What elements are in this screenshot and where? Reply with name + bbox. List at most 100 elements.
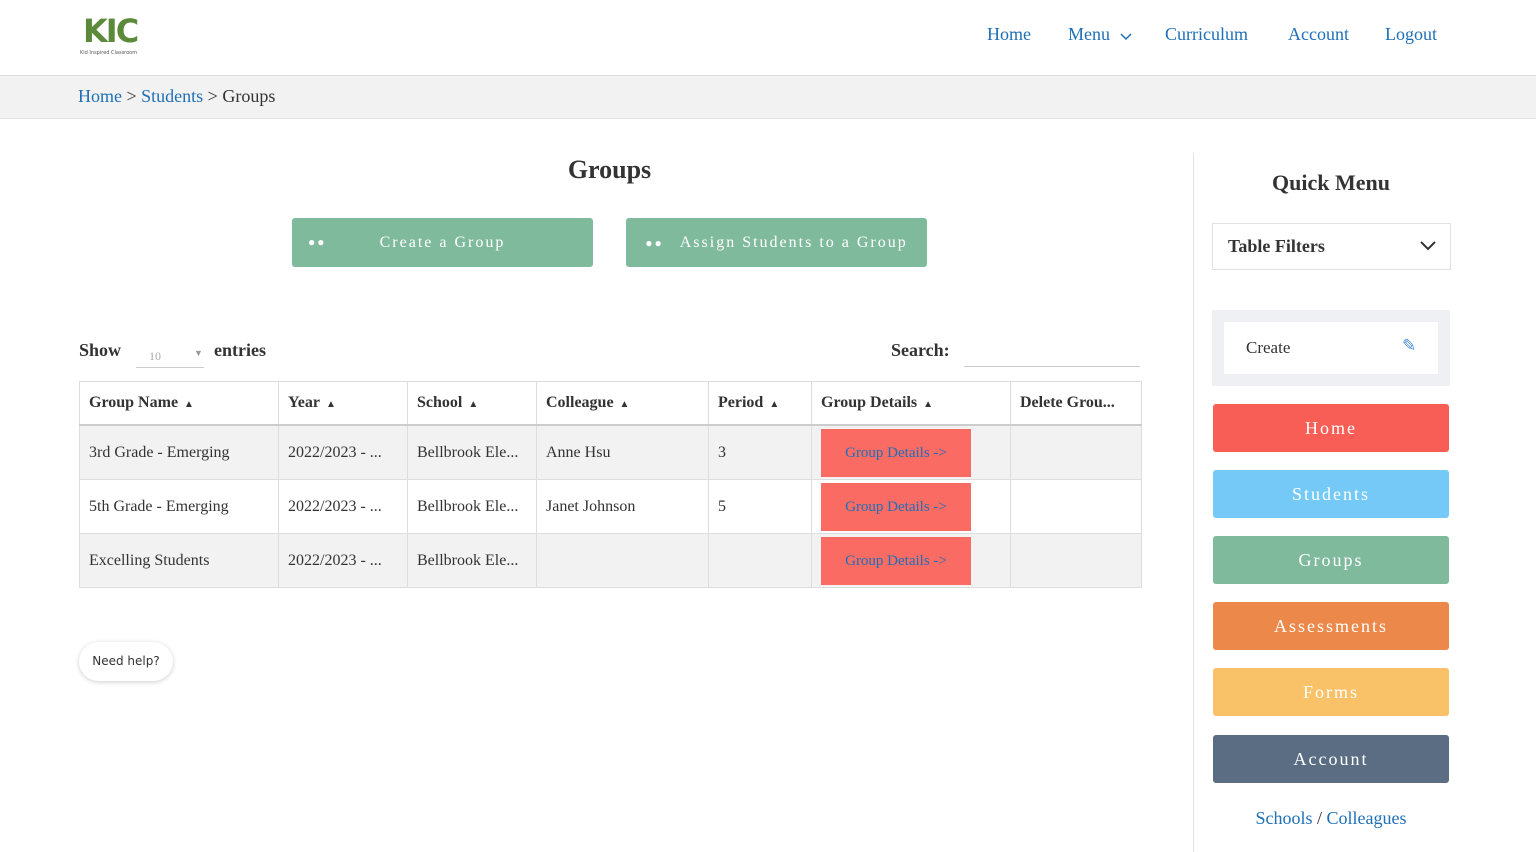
side-menu-button[interactable]: Home — [1213, 404, 1449, 452]
table-cell — [1010, 533, 1142, 588]
side-menu-button[interactable]: Students — [1213, 470, 1449, 518]
create-group-button[interactable]: ●● Create a Group — [292, 218, 593, 267]
nav-link[interactable]: Curriculum — [1165, 24, 1248, 44]
table-cell: Janet Johnson — [536, 479, 709, 534]
filters-toggle[interactable]: Table Filters — [1212, 223, 1451, 270]
filters-label: Table Filters — [1228, 236, 1325, 256]
cell-text: Janet Johnson — [546, 497, 636, 515]
breadcrumb-link[interactable]: Home — [78, 86, 122, 106]
create-label: Create — [1246, 338, 1291, 357]
breadcrumb-separator: > — [126, 86, 137, 106]
column-header[interactable]: School ▲ — [407, 381, 537, 426]
table-cell: 5 — [708, 479, 812, 534]
side-menu-button[interactable]: Account — [1213, 735, 1449, 783]
header-label: School — [417, 394, 463, 411]
side-menu-button[interactable]: Forms — [1213, 668, 1449, 716]
chevron — [1420, 241, 1436, 251]
breadcrumb-trail: Home > Students > Groups — [78, 86, 275, 107]
sidebar-divider — [1193, 153, 1194, 852]
sidebar-links: Schools / Colleagues — [1213, 808, 1449, 829]
table-cell: Group Details -> — [811, 533, 1011, 588]
side-menu-button[interactable]: Assessments — [1213, 602, 1449, 650]
logo-tagline: Kid Inspired Classroom — [80, 50, 138, 56]
cell-text: Excelling Students — [89, 551, 210, 569]
create-button[interactable]: Create ✎ — [1224, 322, 1438, 374]
pencil-icon: ✎ — [1402, 336, 1417, 355]
column-header[interactable]: Group Name ▲ — [79, 381, 279, 426]
column-header[interactable]: Delete Grou... — [1010, 381, 1142, 426]
table-cell — [1010, 479, 1142, 534]
cell-text: Bellbrook Ele... — [417, 551, 519, 569]
column-header[interactable]: Period ▲ — [708, 381, 812, 426]
caret: ▼ — [194, 348, 203, 358]
group-details-button[interactable]: Group Details -> — [821, 428, 971, 477]
table-cell — [1010, 424, 1142, 480]
length-label: Show — [79, 340, 122, 360]
header-label: Year — [288, 394, 320, 411]
column-header[interactable]: Year ▲ — [278, 381, 408, 426]
table-cell — [536, 533, 709, 588]
breadcrumb-current: Groups — [222, 86, 276, 106]
table-cell: Anne Hsu — [536, 424, 709, 480]
side-menu-button[interactable]: Groups — [1213, 536, 1449, 584]
logo-text: KIC — [83, 12, 139, 50]
breadcrumb-link[interactable]: Students — [141, 86, 204, 106]
nav-link[interactable]: Menu — [1068, 24, 1110, 44]
length-label: entries — [214, 340, 266, 360]
header-row: Group Name ▲ Year ▲ School ▲ Colleague ▲ Period ▲… — [79, 381, 1142, 426]
sort-icon: ▲ — [923, 399, 934, 410]
table-cell: Group Details -> — [811, 424, 1011, 480]
create-panel: Create ✎ — [1212, 310, 1450, 386]
table-row: 5th Grade - Emerging 2022/2023 - ... Bellb… — [79, 479, 1142, 534]
cell-text: 2022/2023 - ... — [288, 497, 382, 515]
sidebar-title: Quick Menu — [1272, 170, 1390, 195]
header-label: Colleague — [546, 394, 614, 411]
table-cell — [708, 533, 812, 588]
header-label: Group Details — [821, 394, 918, 411]
table-cell: Bellbrook Ele... — [407, 533, 537, 588]
column-header[interactable]: Colleague ▲ — [536, 381, 709, 426]
column-header[interactable]: Group Details ▲ — [811, 381, 1011, 426]
assign-students-button[interactable]: ●● Assign Students to a Group — [626, 218, 927, 267]
cell-text: 5 — [718, 497, 726, 515]
cell-text: 5th Grade - Emerging — [89, 497, 229, 515]
header: KIC Kid Inspired Classroom Home Menu Cur… — [0, 0, 1536, 76]
length-select[interactable]: 10 ▼ — [136, 345, 204, 368]
sidebar-link[interactable]: Colleagues — [1326, 808, 1407, 828]
length-value: 10 — [149, 349, 161, 363]
group-details-button[interactable]: Group Details -> — [821, 536, 971, 585]
table-body: 3rd Grade - Emerging 2022/2023 - ... Bellb… — [79, 424, 1142, 588]
header-label: Period — [718, 394, 764, 411]
breadcrumb-separator: > — [207, 86, 218, 106]
table-cell: Bellbrook Ele... — [407, 424, 537, 480]
chevron — [1120, 33, 1132, 41]
group-details-button[interactable]: Group Details -> — [821, 482, 971, 531]
icon: ●● — [645, 236, 664, 250]
sort-icon: ▲ — [184, 399, 194, 410]
page-title: Groups — [567, 155, 652, 184]
cell-text: 3rd Grade - Emerging — [89, 443, 230, 461]
button-label: Create a Group — [379, 234, 506, 251]
cell-text: Anne Hsu — [546, 443, 611, 461]
help-button[interactable]: Need help? — [79, 642, 173, 681]
nav-link[interactable]: Account — [1288, 24, 1349, 44]
sort-icon: ▲ — [325, 399, 336, 410]
table-cell: 2022/2023 - ... — [278, 479, 408, 534]
search-label: Search: — [891, 340, 950, 360]
nav-link[interactable]: Home — [987, 24, 1031, 44]
table-cell: 5th Grade - Emerging — [79, 479, 279, 534]
sidebar-link[interactable]: Schools — [1255, 808, 1313, 828]
nav-link[interactable]: Logout — [1385, 24, 1437, 44]
search-input[interactable] — [964, 343, 1140, 367]
table-cell: 2022/2023 - ... — [278, 533, 408, 588]
breadcrumb: Home > Students > Groups — [0, 76, 1536, 119]
logo[interactable]: KIC — [83, 12, 139, 50]
cell-text: Bellbrook Ele... — [417, 497, 519, 515]
table-cell: Bellbrook Ele... — [407, 479, 537, 534]
table-cell: 3rd Grade - Emerging — [79, 424, 279, 480]
cell-text: 2022/2023 - ... — [288, 443, 382, 461]
table-cell: Excelling Students — [79, 533, 279, 588]
cell-text: Bellbrook Ele... — [417, 443, 519, 461]
table-cell: 2022/2023 - ... — [278, 424, 408, 480]
